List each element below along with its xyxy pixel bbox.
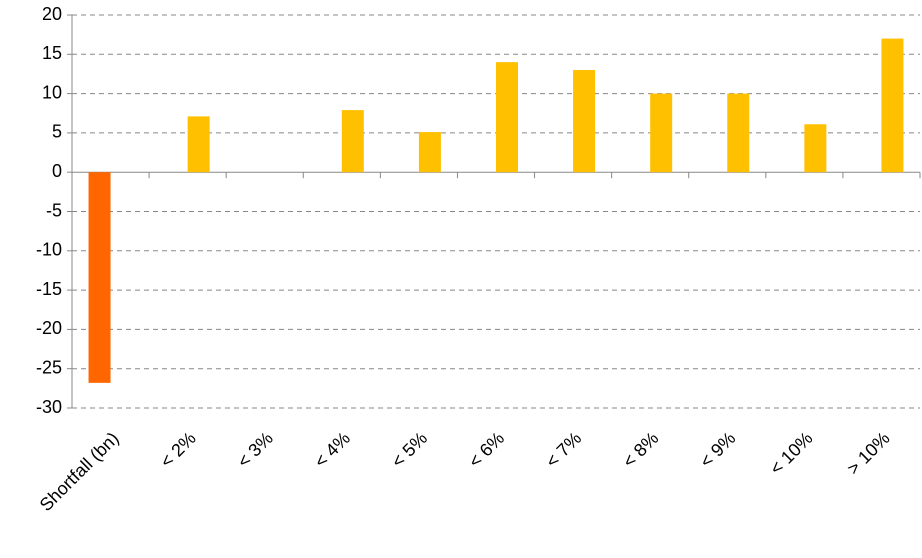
bar — [573, 70, 596, 173]
x-tick-label: Shortfall (bn) — [36, 428, 123, 515]
x-tick-label: < 4% — [310, 428, 354, 472]
y-tick-label: 0 — [52, 161, 62, 181]
y-tick-label: -10 — [36, 240, 62, 260]
y-tick-label: 10 — [42, 82, 62, 102]
x-tick-label: < 2% — [156, 428, 200, 472]
x-tick-label: < 5% — [388, 428, 432, 472]
bar — [187, 116, 210, 173]
y-tick-label: 20 — [42, 4, 62, 24]
y-tick-label: 5 — [52, 122, 62, 142]
y-tick-label: -20 — [36, 318, 62, 338]
x-tick-label: < 8% — [619, 428, 663, 472]
bar — [881, 38, 904, 173]
y-tick-label: 15 — [42, 43, 62, 63]
y-tick-label: -30 — [36, 397, 62, 417]
y-tick-label: -25 — [36, 357, 62, 377]
y-tick-label: -5 — [46, 200, 62, 220]
x-tick-label: < 7% — [542, 428, 586, 472]
bar — [804, 124, 827, 173]
x-tick-label: < 3% — [233, 428, 277, 472]
x-tick-label: < 10% — [766, 428, 817, 479]
bar — [496, 62, 518, 173]
x-tick-label: < 6% — [465, 428, 509, 472]
y-tick-label: -15 — [36, 279, 62, 299]
bar — [88, 172, 111, 383]
bar — [418, 132, 441, 173]
x-tick-label: > 10% — [843, 428, 894, 479]
x-tick-label: < 9% — [696, 428, 740, 472]
bar — [727, 93, 750, 173]
bar — [650, 93, 673, 173]
bar — [341, 110, 364, 173]
